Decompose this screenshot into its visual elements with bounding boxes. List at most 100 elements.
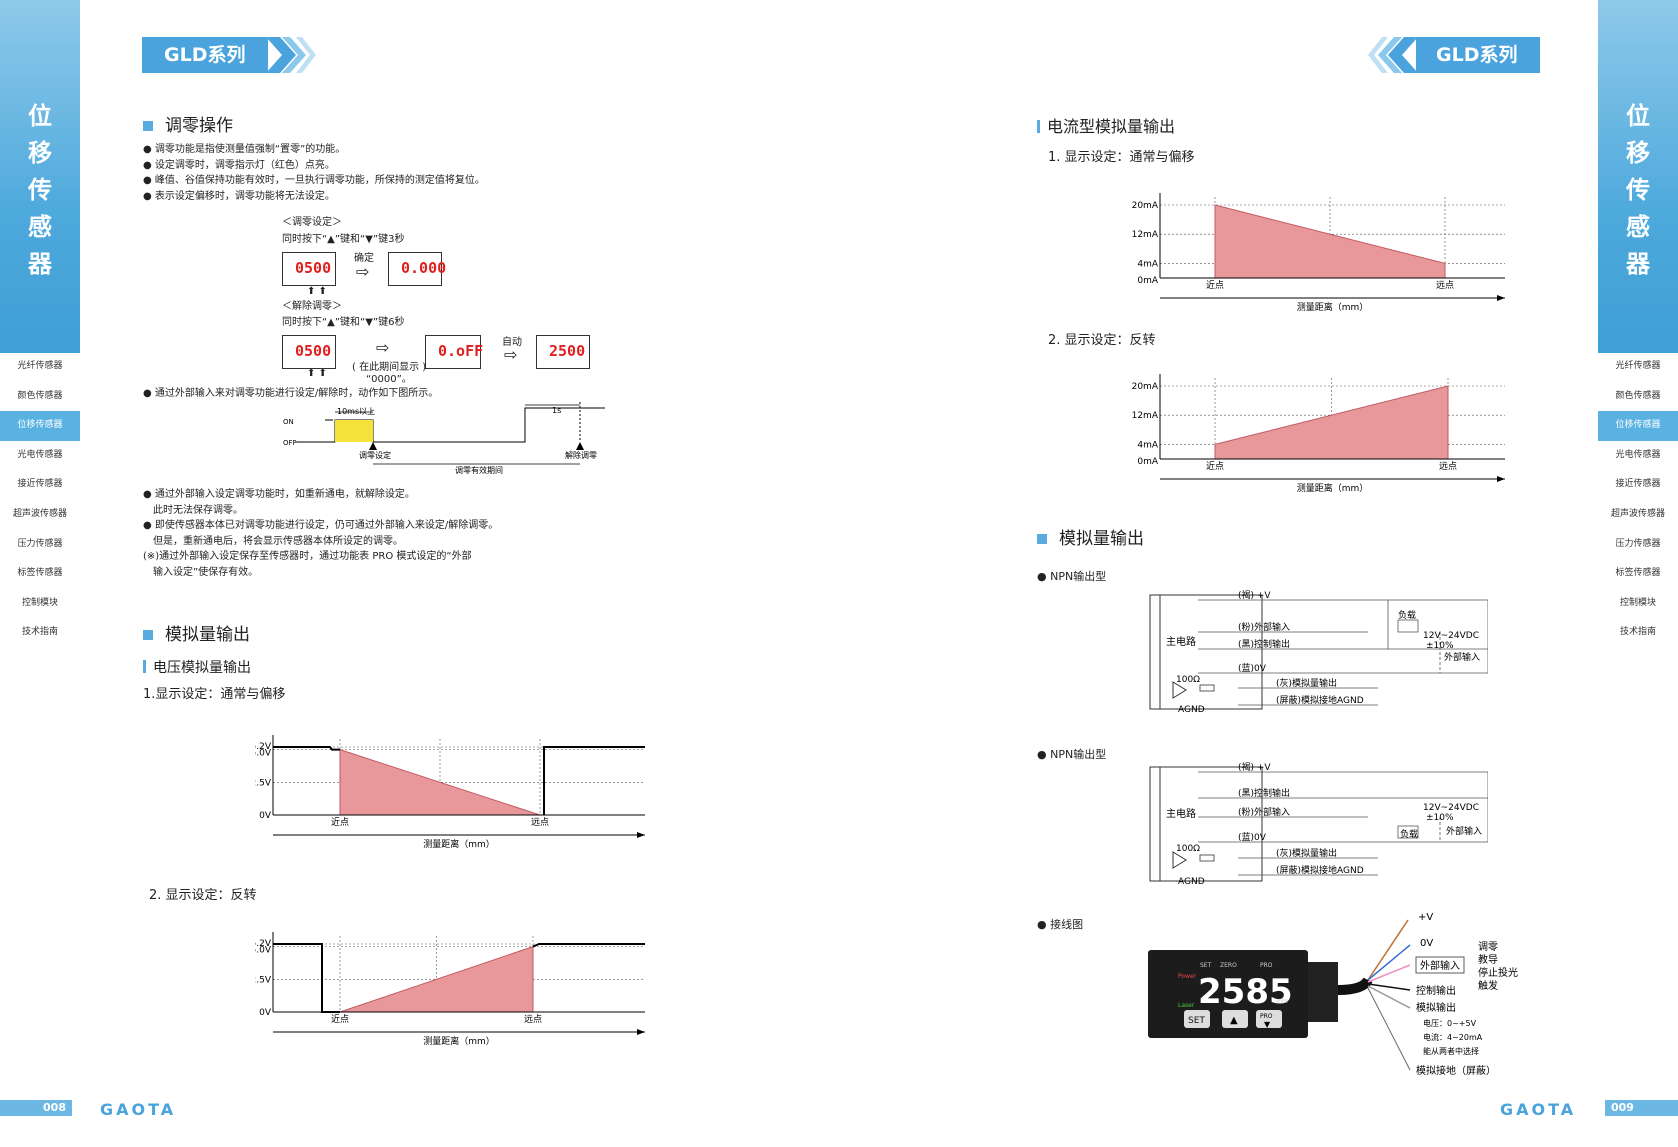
zero-notes: ● 通过外部输入设定调零功能时，如重新通电，就解除设定。 此时无法保存调零。 ●…	[143, 487, 498, 580]
left-sidebar-nav: 光纤传感器 颜色传感器 位移传感器 光电传感器 接近传感器 超声波传感器 压力传…	[0, 352, 80, 648]
chevron-arrows-icon	[266, 37, 316, 73]
sidebar-item-photoelectric[interactable]: 光电传感器	[17, 449, 63, 460]
y-tick-label: 5.0V	[255, 946, 272, 956]
supply-label: 12V~24VDC	[1423, 631, 1479, 641]
zero-clear-title: ＜解除调零＞	[282, 301, 342, 312]
sidebar-item-displacement[interactable]: 位移传感器	[0, 411, 80, 441]
sidebar-item-ultrasonic[interactable]: 超声波传感器	[12, 508, 67, 519]
sidebar-item-color[interactable]: 颜色传感器	[1615, 390, 1661, 401]
arrow-right-icon: ⇨	[376, 338, 390, 357]
v-chart1-title: 1.显示设定：通常与偏移	[143, 687, 286, 702]
wire-label: 控制输出	[1416, 984, 1456, 997]
sidebar-item-label[interactable]: 标签传感器	[1615, 568, 1661, 579]
wire-label: 0V	[1420, 938, 1433, 949]
y-tick-label: 0mA	[1137, 276, 1158, 286]
sidebar-item-proximity[interactable]: 接近传感器	[17, 479, 63, 490]
subsection-title-current: 电流型模拟量输出	[1037, 113, 1175, 137]
y-tick-label: 12mA	[1132, 411, 1159, 421]
resistor-icon	[1199, 684, 1215, 692]
triangle-marker-icon	[576, 442, 584, 450]
display-digits: 2500	[549, 342, 586, 360]
y-tick-label: 5.2V	[255, 742, 272, 752]
x-tick-label: 远点	[1439, 461, 1457, 472]
section-title-zero: 调零操作	[143, 111, 233, 136]
npn1-title: ● NPN输出型	[1037, 570, 1107, 583]
pulse-highlight	[335, 420, 373, 442]
arrow-up-icon: ⬆ ⬆	[307, 286, 327, 297]
circuit-box	[1149, 766, 1263, 882]
load-box	[1397, 825, 1419, 839]
wire-label: (粉)外部输入	[1238, 806, 1290, 818]
sidebar-item-control[interactable]: 控制模块	[21, 597, 58, 608]
device-pro-button[interactable]	[1256, 1010, 1282, 1028]
section-title-text: 调零操作	[165, 116, 233, 136]
c-chart2-title: 2. 显示设定：反转	[1048, 333, 1156, 348]
wire-label: (蓝)0V	[1238, 662, 1267, 674]
sidebar-item-fiber[interactable]: 光纤传感器	[1615, 361, 1661, 371]
sidebar-item-proximity[interactable]: 接近传感器	[1615, 479, 1661, 490]
up-triangle-icon: ▲	[1230, 1015, 1238, 1026]
arrow-right-icon: ⇨	[356, 262, 370, 281]
section-title-analog-right: 模拟量输出	[1037, 524, 1144, 549]
sidebar-item-control[interactable]: 控制模块	[1619, 597, 1656, 608]
wire-pink	[1367, 964, 1411, 983]
sidebar-item-label[interactable]: 标签传感器	[17, 568, 63, 579]
npn-circuit-diagram-1: 主电路 100Ω AGND (褐) +V (粉)外部输入 (黑)控制输出 (蓝)…	[1149, 590, 1488, 715]
ext-input-box	[1415, 956, 1465, 974]
wiring-diagram: +V 0V 外部输入 调零 教导 停止投光 触发 控制输出 模拟输出 电压：0~…	[1148, 912, 1518, 1077]
npn-circuit-diagram-2: 主电路 100Ω AGND (褐) +V (黑)控制输出 (粉)外部输入 (蓝)…	[1149, 762, 1488, 887]
wire-label: (灰)模拟量输出	[1276, 847, 1337, 859]
sensor-display: 0500	[282, 252, 336, 286]
period-note-value: “0000”。	[366, 374, 412, 385]
y-tick-label: 0V	[259, 1008, 272, 1018]
x-tick-label: 远点	[531, 817, 549, 828]
square-bullet-icon	[1037, 534, 1047, 544]
down-triangle-icon: ▼	[1264, 1020, 1271, 1029]
sidebar-title-char: 器	[28, 250, 52, 278]
wire-label: (褐) +V	[1238, 590, 1271, 601]
sidebar-item-photoelectric[interactable]: 光电传感器	[1615, 449, 1661, 460]
device-pro-button-label: PRO	[1260, 1013, 1273, 1020]
y-tick-label: 20mA	[1132, 382, 1159, 392]
y-tick-label: 0mA	[1137, 457, 1158, 467]
device-set-button-label: SET	[1188, 1016, 1205, 1026]
sidebar-item-ultrasonic[interactable]: 超声波传感器	[1610, 508, 1665, 519]
x-tick-label: 远点	[524, 1014, 542, 1025]
sidebar-item-fiber[interactable]: 光纤传感器	[17, 361, 63, 371]
wire-brown	[1367, 919, 1409, 981]
load-label: 负载	[1400, 828, 1418, 840]
note-line: ● 即使传感器本体已对调零功能进行设定，仍可通过外部输入来设定/解除调零。	[143, 520, 499, 531]
sidebar-item-pressure[interactable]: 压力传感器	[1615, 538, 1661, 549]
arrow-head-icon	[637, 832, 645, 838]
wire-shield	[1367, 987, 1411, 1071]
area-series	[1214, 204, 1446, 279]
wire-label: (屏蔽)模拟接地AGND	[1276, 694, 1364, 706]
release-label: 解除调零	[565, 450, 597, 460]
confirm-label: 确定	[354, 253, 374, 264]
left-sidebar-banner: 位 移 传 感 器	[0, 0, 80, 353]
sidebar-item-displacement[interactable]: 位移传感器	[1598, 411, 1678, 441]
gap-label: 1s	[552, 406, 561, 415]
agnd-label: AGND	[1178, 877, 1205, 887]
load-label: 负载	[1398, 609, 1416, 621]
wire-label: (蓝)0V	[1238, 831, 1267, 843]
sensor-display: 0.oFF	[425, 335, 483, 369]
wire-label: 模拟输出	[1416, 1001, 1456, 1014]
output-step-line	[273, 746, 645, 815]
device-up-button[interactable]	[1222, 1010, 1248, 1028]
zero-set-title: ＜调零设定＞	[282, 217, 342, 228]
bar-bullet-icon	[1037, 120, 1040, 133]
right-sidebar-banner: 位 移 传 感 器	[1598, 0, 1678, 353]
brand-logo: GAOTA	[100, 1100, 177, 1119]
bullet-text: 设定调零时，调零指示灯（红色）点亮。	[154, 159, 335, 171]
note-line: 此时无法保存调零。	[143, 504, 243, 516]
sidebar-item-color[interactable]: 颜色传感器	[17, 390, 63, 401]
sidebar-item-guide[interactable]: 技术指南	[21, 627, 58, 638]
sidebar-title-char: 移	[1626, 139, 1650, 167]
device-set-button[interactable]	[1184, 1010, 1210, 1028]
sidebar-item-pressure[interactable]: 压力传感器	[17, 538, 63, 549]
wire-label: 模拟接地（屏蔽）	[1416, 1064, 1496, 1077]
display-digits: 0500	[295, 259, 332, 277]
sidebar-item-guide[interactable]: 技术指南	[1619, 627, 1656, 638]
